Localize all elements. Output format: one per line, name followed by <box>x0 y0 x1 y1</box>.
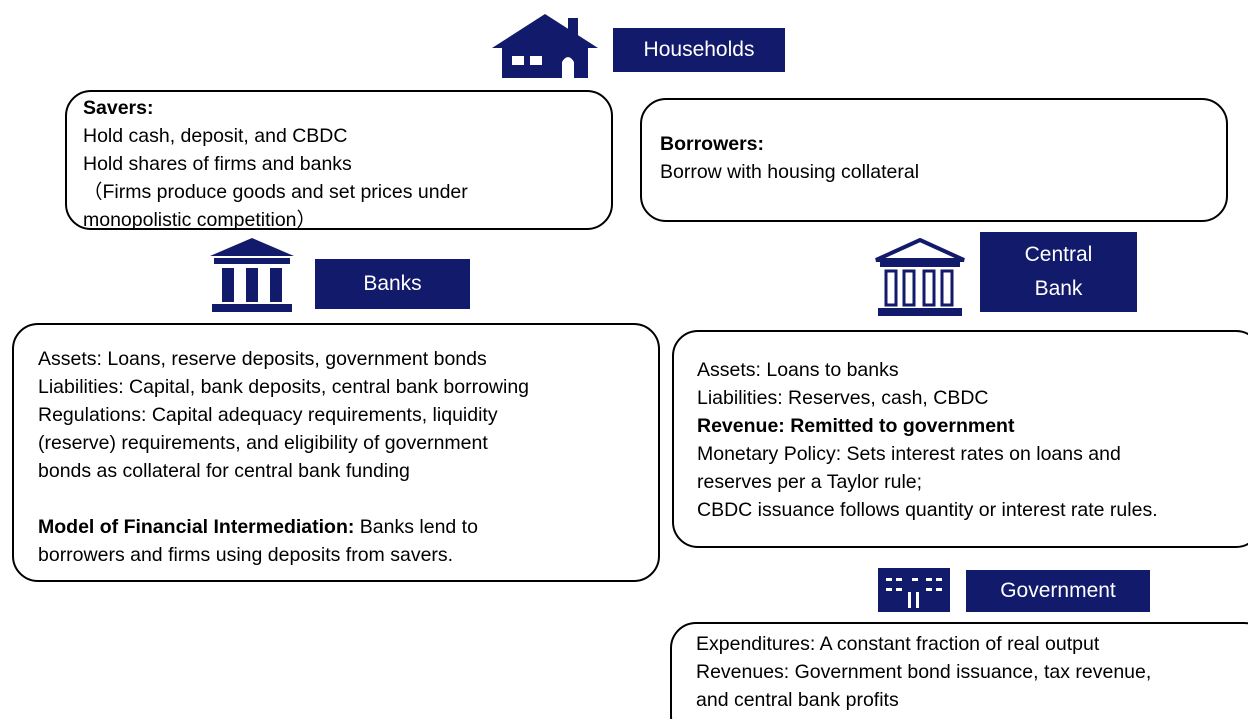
text-line: Borrowers: <box>660 130 1226 158</box>
government-box: Expenditures: A constant fraction of rea… <box>670 622 1248 719</box>
text-line: monopolistic competition） <box>83 206 611 234</box>
text-line: Savers: <box>83 94 611 122</box>
text-line: CBDC issuance follows quantity or intere… <box>697 496 1248 524</box>
text-line: Monetary Policy: Sets interest rates on … <box>697 440 1248 468</box>
line-text: (reserve) requirements, and eligibility … <box>38 432 488 454</box>
line-text: and central bank profits <box>696 689 899 711</box>
text-line: Expenditures: A constant fraction of rea… <box>696 630 1248 658</box>
borrowers-box: Borrowers: Borrow with housing collateral <box>640 98 1228 222</box>
text-line: and central bank profits <box>696 686 1248 714</box>
text-line: Revenues: Government bond issuance, tax … <box>696 658 1248 686</box>
line-text: CBDC issuance follows quantity or intere… <box>697 499 1158 521</box>
bold-text: Revenue: Remitted to government <box>697 415 1015 437</box>
text-line: Model of Financial Intermediation: Banks… <box>38 513 658 541</box>
line-text: Revenues: Government bond issuance, tax … <box>696 661 1152 683</box>
line-text: Banks lend to <box>354 516 478 538</box>
line-text: Expenditures: A constant fraction of rea… <box>696 633 1100 655</box>
savers-box: Savers: Hold cash, deposit, and CBDC Hold … <box>65 90 613 231</box>
banks-label: Banks <box>315 259 470 309</box>
households-label: Households <box>613 28 785 72</box>
central-bank-box: Assets: Loans to banks Liabilities: Reser… <box>672 330 1248 548</box>
government-label: Government <box>966 570 1150 612</box>
central-bank-label: Central Bank <box>980 232 1137 312</box>
line-text: bonds as collateral for central bank fun… <box>38 460 410 482</box>
line-text: monopolistic competition） <box>83 209 317 231</box>
bold-text: Savers: <box>83 97 154 119</box>
text-line: Hold shares of firms and banks <box>83 150 611 178</box>
text-line: Liabilities: Reserves, cash, CBDC <box>697 384 1248 412</box>
text-line <box>38 485 658 513</box>
banks-box: Assets: Loans, reserve deposits, governm… <box>12 323 660 582</box>
line-text: （Firms produce goods and set prices unde… <box>83 181 468 203</box>
text-line: （Firms produce goods and set prices unde… <box>83 178 611 206</box>
house-icon <box>492 14 598 78</box>
line-text: reserves per a Taylor rule; <box>697 471 923 493</box>
text-line: (reserve) requirements, and eligibility … <box>38 429 658 457</box>
line-text: Borrow with housing collateral <box>660 161 920 183</box>
text-line: Liabilities: Capital, bank deposits, cen… <box>38 373 658 401</box>
line-text: Monetary Policy: Sets interest rates on … <box>697 443 1121 465</box>
line-text: Liabilities: Reserves, cash, CBDC <box>697 387 989 409</box>
line-text: Regulations: Capital adequacy requiremen… <box>38 404 498 426</box>
bank-icon <box>210 238 294 312</box>
line-text: Assets: Loans to banks <box>697 359 899 381</box>
text-line: borrowers and firms using deposits from … <box>38 541 658 569</box>
text-line: Hold cash, deposit, and CBDC <box>83 122 611 150</box>
central-bank-icon <box>875 238 965 316</box>
text-line: Borrow with housing collateral <box>660 158 1226 186</box>
text-line: bonds as collateral for central bank fun… <box>38 457 658 485</box>
line-text: Liabilities: Capital, bank deposits, cen… <box>38 376 530 398</box>
text-line: reserves per a Taylor rule; <box>697 468 1248 496</box>
government-icon <box>878 568 950 612</box>
bold-text: Borrowers: <box>660 133 765 155</box>
line-text: borrowers and firms using deposits from … <box>38 544 454 566</box>
bold-text: Model of Financial Intermediation: <box>38 516 355 538</box>
text-line: Assets: Loans, reserve deposits, governm… <box>38 345 658 373</box>
line-text: Assets: Loans, reserve deposits, governm… <box>38 348 487 370</box>
text-line: Assets: Loans to banks <box>697 356 1248 384</box>
line-text: Hold shares of firms and banks <box>83 153 352 175</box>
line-text: Hold cash, deposit, and CBDC <box>83 125 348 147</box>
text-line: Regulations: Capital adequacy requiremen… <box>38 401 658 429</box>
text-line: Revenue: Remitted to government <box>697 412 1248 440</box>
